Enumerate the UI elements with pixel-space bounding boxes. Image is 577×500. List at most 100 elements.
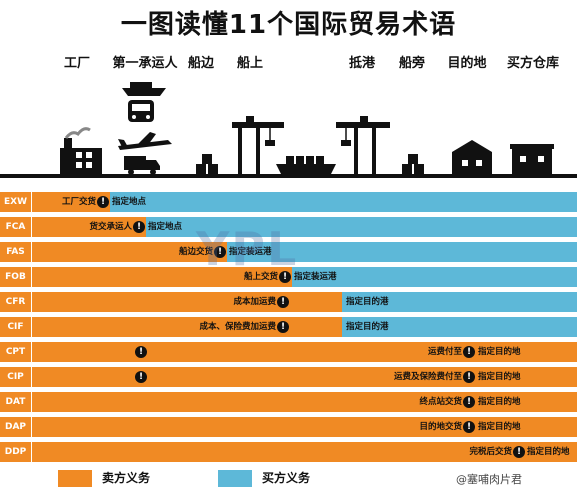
buyer-segment: [146, 217, 577, 237]
seller-label: 成本、保险费加运费: [199, 322, 276, 332]
seller-label: 运费付至: [427, 347, 462, 357]
term-code: DAT: [0, 392, 31, 412]
term-code: CIF: [0, 317, 31, 337]
buyer-label: 指定地点: [148, 222, 183, 232]
delivery-point-icon: !: [513, 446, 525, 458]
seller-segment: [32, 267, 292, 287]
term-row-dat: DAT 终点站交货 ! 指定目的地: [0, 392, 577, 412]
buyer-segment: [292, 267, 577, 287]
seller-segment: [32, 442, 577, 462]
term-code: CIP: [0, 367, 31, 387]
risk-transfer-icon: !: [135, 346, 147, 358]
term-code: FCA: [0, 217, 31, 237]
stage-first-carrier: 第一承运人: [112, 56, 178, 71]
term-row-fca: FCA 货交承运人 ! 指定地点: [0, 217, 577, 237]
seller-label: 运费及保险费付至: [393, 372, 462, 382]
plane-icon: [118, 132, 172, 150]
term-code: DDP: [0, 442, 31, 462]
buyer-label: 指定目的地: [527, 447, 570, 457]
buyer-label: 指定地点: [112, 197, 147, 207]
term-code: FAS: [0, 242, 31, 262]
seller-segment: [32, 242, 227, 262]
term-row-cip: CIP ! 运费及保险费付至 ! 指定目的地: [0, 367, 577, 387]
seller-segment: [32, 392, 577, 412]
seller-segment: [32, 317, 342, 337]
transport-illustrations: [60, 82, 554, 176]
delivery-point-icon: !: [463, 371, 475, 383]
seller-segment: [32, 292, 342, 312]
term-row-cfr: CFR 成本加运费 ! 指定目的港: [0, 292, 577, 312]
seller-label: 成本加运费: [233, 297, 276, 307]
delivery-point-icon: !: [279, 271, 291, 283]
term-row-fob: FOB 船上交货 ! 指定装运港: [0, 267, 577, 287]
seller-label: 目的地交货: [419, 422, 462, 432]
delivery-point-icon: !: [214, 246, 226, 258]
term-code: CPT: [0, 342, 31, 362]
buyer-label: 指定目的地: [478, 422, 521, 432]
delivery-point-icon: !: [463, 396, 475, 408]
buyer-label: 指定目的港: [346, 322, 389, 332]
buyer-label: 指定目的地: [478, 372, 521, 382]
buyer-segment: [227, 242, 577, 262]
cargo-ship-icon: [276, 156, 336, 176]
stage-destination: 目的地: [447, 56, 487, 71]
crane-icon: [336, 116, 390, 175]
stage-arrival-port: 抵港: [348, 56, 376, 71]
stage-ship-side: 船旁: [398, 56, 426, 71]
buyer-segment: [110, 192, 577, 212]
buyer-segment: [342, 317, 577, 337]
seller-label: 船上交货: [243, 272, 278, 282]
legend-buyer-swatch: [218, 470, 252, 487]
stage-buyer-warehouse: 买方仓库: [506, 56, 560, 71]
buyer-label: 指定装运港: [294, 272, 337, 282]
ground-line: [0, 174, 577, 178]
seller-segment: [32, 192, 110, 212]
term-row-cpt: CPT ! 运费付至 ! 指定目的地: [0, 342, 577, 362]
buyer-segment: [342, 292, 577, 312]
delivery-point-icon: !: [277, 321, 289, 333]
seller-label: 完税后交货: [469, 447, 512, 457]
seller-label: 船边交货: [178, 247, 213, 257]
seller-segment: [32, 417, 577, 437]
seller-segment: [32, 342, 577, 362]
warehouse-icon: [452, 140, 492, 175]
term-row-cif: CIF 成本、保险费加运费 ! 指定目的港: [0, 317, 577, 337]
term-code: CFR: [0, 292, 31, 312]
term-row-dap: DAP 目的地交货 ! 指定目的地: [0, 417, 577, 437]
seller-label: 工厂交货: [61, 197, 96, 207]
source-watermark: @塞哺肉片君: [456, 473, 522, 486]
legend-seller-swatch: [58, 470, 92, 487]
seller-segment: [32, 217, 146, 237]
term-row-fas: FAS 船边交货 ! 指定装运港: [0, 242, 577, 262]
train-icon: [128, 100, 154, 122]
warehouse-icon: [510, 144, 554, 175]
truck-icon: [124, 156, 160, 175]
cargo-boxes-icon: [402, 154, 424, 174]
page-title: 一图读懂11个国际贸易术语: [120, 10, 457, 40]
risk-transfer-icon: !: [135, 371, 147, 383]
stage-factory: 工厂: [63, 56, 91, 71]
crane-icon: [232, 116, 284, 175]
cargo-boxes-icon: [196, 154, 218, 174]
delivery-point-icon: !: [277, 296, 289, 308]
term-row-exw: EXW 工厂交货 ! 指定地点: [0, 192, 577, 212]
term-code: FOB: [0, 267, 31, 287]
watermark: YPL: [196, 222, 299, 276]
buyer-label: 指定目的地: [478, 397, 521, 407]
seller-label: 终点站交货: [419, 397, 462, 407]
delivery-point-icon: !: [133, 221, 145, 233]
delivery-point-icon: !: [97, 196, 109, 208]
buyer-label: 指定目的地: [478, 347, 521, 357]
buyer-label: 指定装运港: [229, 247, 272, 257]
seller-label: 货交承运人: [89, 222, 132, 232]
delivery-point-icon: !: [463, 346, 475, 358]
legend-buyer-label: 买方义务: [262, 471, 311, 485]
delivery-point-icon: !: [463, 421, 475, 433]
term-code: DAP: [0, 417, 31, 437]
legend-seller-label: 卖方义务: [102, 471, 151, 485]
stage-alongside: 船边: [187, 56, 215, 71]
stage-on-board: 船上: [236, 56, 264, 71]
buyer-label: 指定目的港: [346, 297, 389, 307]
seller-segment: [32, 367, 577, 387]
ship-icon: [122, 82, 166, 96]
